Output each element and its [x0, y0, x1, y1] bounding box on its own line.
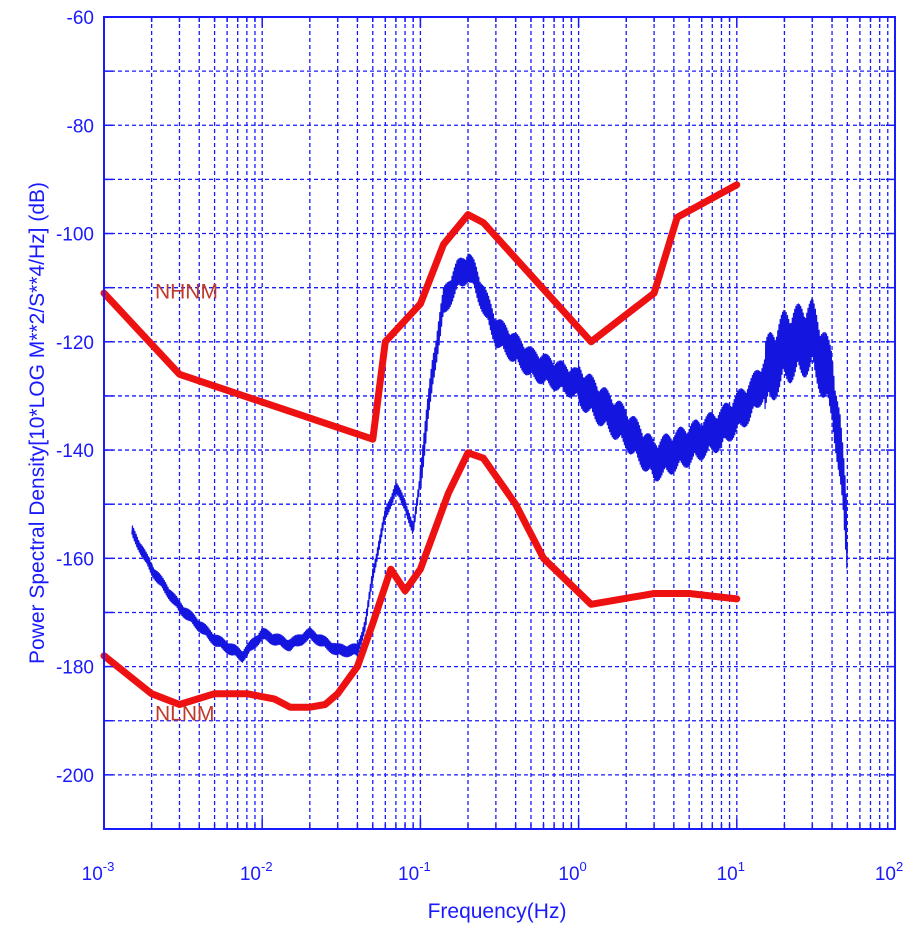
y-tick-labels: -60 -80 -100 -120 -140 -160 -180 -200: [56, 8, 94, 787]
y-tick-label: -100: [56, 225, 94, 246]
grid: [104, 17, 895, 829]
series-line-lower-model: [100, 449, 741, 711]
plot-frame: [103, 16, 896, 830]
y-tick-label: -80: [67, 116, 94, 137]
x-tick-label: 102: [875, 859, 903, 885]
annotations: NHNM NLNM: [155, 280, 218, 725]
x-tick-labels: 10-3 10-2 10-1 100 101 102: [82, 859, 904, 885]
y-tick-label: -60: [67, 8, 94, 29]
x-axis-label: Frequency(Hz): [428, 900, 567, 923]
y-tick-label: -140: [56, 441, 94, 462]
x-tick-label: 10-1: [398, 859, 431, 885]
tick-marks: [103, 16, 895, 830]
x-tick-label: 100: [558, 859, 586, 885]
y-tick-label: -200: [56, 766, 94, 787]
annotation-label: NHNM: [155, 280, 218, 303]
series-line-psd: [131, 253, 848, 663]
x-tick-label: 101: [717, 859, 745, 885]
annotation-label: NLNM: [155, 703, 215, 726]
x-tick-label: 10-3: [82, 859, 115, 885]
y-tick-label: -120: [56, 333, 94, 354]
x-tick-label: 10-2: [240, 859, 273, 885]
series-layer: [100, 181, 848, 711]
y-axis-label: Power Spectral Density[10*LOG M**2/S**4/…: [26, 182, 49, 664]
y-tick-label: -180: [56, 658, 94, 679]
y-tick-label: -160: [56, 549, 94, 570]
series-line-upper-model: [100, 181, 741, 443]
